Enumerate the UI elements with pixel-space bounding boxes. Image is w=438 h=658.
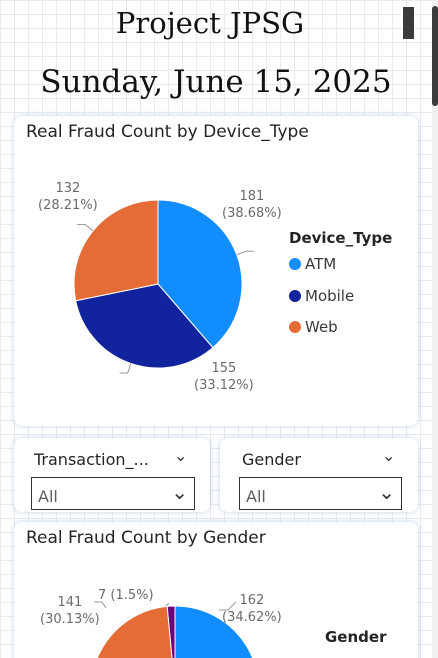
legend-dot-web [289,321,301,333]
gender-dropdown-value: All [246,487,266,506]
gender-2-value: 141 [57,595,83,610]
pie-label-web: 132 (28.21%) [38,180,98,214]
leader-line-gender-2 [94,601,107,609]
atm-percent: (38.68%) [222,206,282,221]
gender-slicer-title: Gender [242,450,301,469]
transaction-dropdown-value: All [38,487,58,506]
leader-line-gender-1 [219,601,237,611]
scrollbar-track[interactable] [432,0,438,658]
legend-title: Gender [325,628,387,646]
legend-label-mobile: Mobile [305,287,355,305]
gender-1-value: 162 [239,593,265,608]
transaction-slicer-card[interactable]: Transaction_... ⌄ All ⌄ [14,438,210,512]
chevron-down-icon[interactable]: ⌄ [174,446,188,465]
legend-item-atm[interactable]: ATM [289,255,336,273]
chevron-down-icon[interactable]: ⌄ [382,446,396,465]
device-type-chart-card[interactable]: Real Fraud Count by Device_Type 181 (38.… [14,116,418,426]
legend-label-atm: ATM [305,255,337,273]
transaction-dropdown[interactable]: All ⌄ [31,477,195,510]
mobile-value: 155 [211,361,237,376]
chart-title: Real Fraud Count by Gender [26,528,266,548]
web-percent: (28.21%) [38,198,98,213]
chart-title: Real Fraud Count by Device_Type [26,122,309,142]
pie-slice-web[interactable] [73,199,159,302]
legend-title: Device_Type [289,229,393,247]
gender-chart-card[interactable]: Real Fraud Count by Gender 162 (34.62%) … [14,522,418,658]
scrollbar-thumb[interactable] [432,6,438,106]
pie-slice-gender-2[interactable] [91,605,175,658]
pie-label-gender-3: 7 (1.5%) [98,587,154,604]
pie-slice-atm[interactable] [157,199,243,349]
pie-label-gender-2: 141 (30.13%) [40,594,100,628]
gender-2-percent: (30.13%) [40,612,100,627]
atm-value: 181 [239,189,265,204]
chevron-down-icon: ⌄ [378,480,395,504]
pie-slice-mobile[interactable] [75,283,214,369]
page-handle [403,7,414,39]
leader-line-mobile [119,363,132,374]
legend-dot-mobile [289,290,301,302]
device-type-pie [73,199,255,374]
leader-line-gender-3 [165,602,170,607]
pie-label-mobile: 155 (33.12%) [194,360,254,394]
gender-3-value: 7 [98,588,107,603]
gender-1-percent: (34.62%) [222,610,282,625]
chevron-down-icon: ⌄ [171,480,188,504]
leader-line-atm [236,250,255,256]
report-date: Sunday, June 15, 2025 [40,64,392,100]
legend-item-mobile[interactable]: Mobile [289,287,354,305]
gender-3-percent: (1.5%) [110,588,154,603]
pie-slice-gender-1[interactable] [174,605,259,658]
pie-label-gender-1: 162 (34.62%) [222,592,282,626]
transaction-slicer-title: Transaction_... [34,450,149,469]
web-value: 132 [55,181,81,196]
gender-pie [91,601,259,658]
gender-slicer-card[interactable]: Gender ⌄ All ⌄ [220,438,418,512]
mobile-percent: (33.12%) [194,378,254,393]
legend-item-web[interactable]: Web [289,318,338,336]
gender-dropdown[interactable]: All ⌄ [239,477,402,510]
legend-dot-atm [289,258,301,270]
legend-label-web: Web [305,318,338,336]
pie-label-atm: 181 (38.68%) [222,188,282,222]
leader-line-web [77,224,94,232]
page-title: Project JPSG [115,6,305,40]
